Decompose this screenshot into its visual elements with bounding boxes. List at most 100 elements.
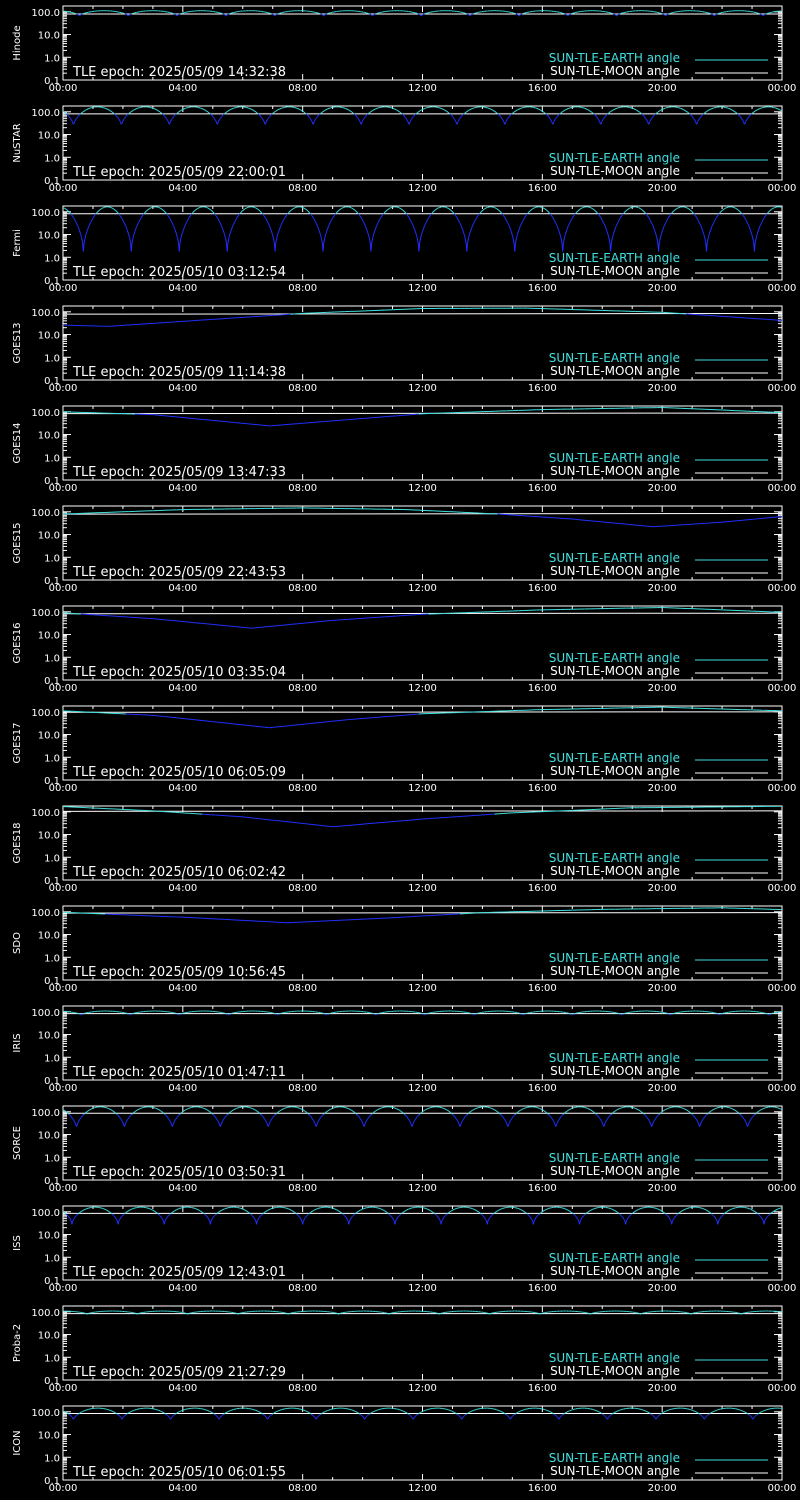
series-earth-angle-segment bbox=[411, 223, 414, 226]
legend-earth-label: SUN-TLE-EARTH angle bbox=[549, 251, 680, 265]
series-moon-angle bbox=[63, 612, 782, 615]
series-earth-angle-segment bbox=[118, 214, 121, 216]
series-earth-angle-segment bbox=[114, 209, 117, 211]
series-earth-angle-segment bbox=[508, 226, 511, 229]
series-earth-angle-segment bbox=[508, 224, 510, 227]
series-earth-angle-segment bbox=[314, 220, 316, 222]
series-earth-angle-segment bbox=[375, 224, 378, 227]
series-earth-angle-segment bbox=[128, 112, 130, 114]
series-earth-angle-segment bbox=[758, 226, 761, 229]
series-earth-angle-segment bbox=[365, 226, 367, 229]
series-earth-angle-segment bbox=[512, 112, 514, 114]
series-earth-angle-segment bbox=[407, 216, 410, 218]
series-earth-angle-segment bbox=[172, 223, 174, 226]
series-earth-angle-segment bbox=[462, 113, 465, 115]
series-earth-angle-segment bbox=[355, 114, 357, 117]
series-earth-angle-segment bbox=[66, 114, 69, 116]
series-earth-angle-segment bbox=[275, 240, 277, 245]
series-earth-angle-segment bbox=[220, 116, 222, 119]
series-earth-angle-segment bbox=[429, 214, 432, 216]
series-earth-angle-segment bbox=[564, 235, 566, 238]
series-earth-angle-segment bbox=[137, 222, 139, 225]
series-earth-angle-segment bbox=[742, 215, 745, 217]
series-earth-angle-segment bbox=[549, 117, 551, 120]
series-earth-angle-segment bbox=[318, 229, 320, 232]
series-earth-angle-segment bbox=[334, 214, 336, 216]
series-earth-angle-segment bbox=[507, 223, 510, 226]
series-earth-angle-segment bbox=[117, 116, 119, 119]
series-earth-angle-segment bbox=[709, 231, 711, 234]
series-earth-angle-segment bbox=[314, 221, 317, 223]
series-earth-angle-segment bbox=[113, 112, 115, 114]
series-earth-angle-segment bbox=[76, 223, 78, 226]
series-earth-angle-segment bbox=[594, 114, 597, 117]
series-earth-angle-segment bbox=[606, 113, 608, 115]
series-earth-angle-segment bbox=[89, 222, 92, 225]
series-earth-angle-segment bbox=[459, 117, 461, 120]
series-earth-angle-segment bbox=[259, 210, 261, 212]
series-earth-angle-segment bbox=[432, 211, 434, 213]
series-earth-angle-segment bbox=[176, 112, 178, 114]
series-earth-angle-segment bbox=[692, 212, 695, 215]
series-earth-angle-segment bbox=[115, 210, 117, 212]
series-earth-angle-segment bbox=[122, 220, 124, 222]
series-earth-angle-segment bbox=[182, 416, 188, 419]
series-earth-angle-segment bbox=[504, 217, 507, 220]
series-earth-angle-segment bbox=[428, 216, 430, 219]
series-earth-angle-segment bbox=[470, 14, 472, 16]
series-earth-angle-segment bbox=[262, 118, 264, 121]
series-earth-angle-segment bbox=[502, 214, 504, 216]
series-earth-angle-segment bbox=[284, 216, 286, 219]
legend-moon-label: SUN-TLE-MOON angle bbox=[550, 264, 680, 278]
series-earth-angle-segment bbox=[178, 243, 181, 252]
series-earth-angle-segment bbox=[237, 215, 239, 217]
series-earth-angle-segment bbox=[655, 235, 658, 238]
series-earth-angle-segment bbox=[452, 212, 455, 214]
series-earth-angle-segment bbox=[554, 221, 556, 223]
series-earth-angle-segment bbox=[270, 114, 272, 116]
series-earth-angle-segment bbox=[358, 119, 361, 122]
series-earth-angle-segment bbox=[285, 215, 287, 217]
series-earth-angle-segment bbox=[236, 216, 239, 218]
series-earth-angle-segment bbox=[145, 210, 148, 212]
series-earth-angle-segment bbox=[124, 224, 127, 227]
series-earth-angle-segment bbox=[594, 114, 596, 116]
series-earth-angle-segment bbox=[556, 224, 558, 227]
series-earth-angle-segment bbox=[227, 240, 229, 245]
series-earth-angle-segment bbox=[643, 211, 646, 213]
series-earth-angle-segment bbox=[610, 240, 613, 245]
series-earth-angle-segment bbox=[210, 114, 212, 116]
series-earth-angle-segment bbox=[271, 233, 274, 236]
y-tick-label: 0.1 bbox=[44, 576, 60, 587]
series-earth-angle-segment bbox=[508, 116, 510, 118]
series-earth-angle-segment bbox=[172, 224, 175, 227]
series-earth-angle-segment bbox=[603, 223, 606, 226]
series-earth-angle-segment bbox=[662, 226, 665, 229]
series-earth-angle-segment bbox=[214, 214, 217, 216]
series-earth-angle-segment bbox=[600, 217, 603, 220]
y-tick-label: 0.1 bbox=[44, 276, 60, 287]
series-earth-angle-segment bbox=[462, 114, 464, 116]
series-earth-angle-segment bbox=[608, 240, 611, 245]
series-earth-angle-segment bbox=[691, 211, 694, 213]
series-earth-angle-segment bbox=[131, 240, 133, 245]
series-earth-angle-segment bbox=[461, 227, 464, 230]
series-earth-angle-segment bbox=[307, 210, 309, 212]
series-earth-angle-segment bbox=[427, 217, 429, 220]
series-earth-angle-segment bbox=[272, 112, 274, 114]
y-tick-label: 0.1 bbox=[44, 176, 60, 187]
series-earth-angle-segment bbox=[140, 216, 142, 219]
series-earth-angle-segment bbox=[694, 119, 696, 122]
y-tick-label: 100.0 bbox=[31, 208, 60, 219]
series-earth-angle-segment bbox=[556, 116, 558, 118]
series-earth-angle-segment bbox=[372, 235, 374, 238]
series-earth-angle-segment bbox=[453, 212, 455, 215]
series-earth-angle-segment bbox=[689, 209, 692, 211]
series-earth-angle-segment bbox=[84, 235, 87, 238]
series-earth-angle-segment bbox=[596, 116, 598, 119]
series-earth-angle-segment bbox=[272, 237, 275, 241]
series-earth-angle-segment bbox=[71, 120, 74, 123]
series-earth-angle-segment bbox=[172, 116, 174, 119]
series-earth-angle-segment bbox=[174, 114, 176, 117]
series-earth-angle-segment bbox=[559, 233, 561, 236]
